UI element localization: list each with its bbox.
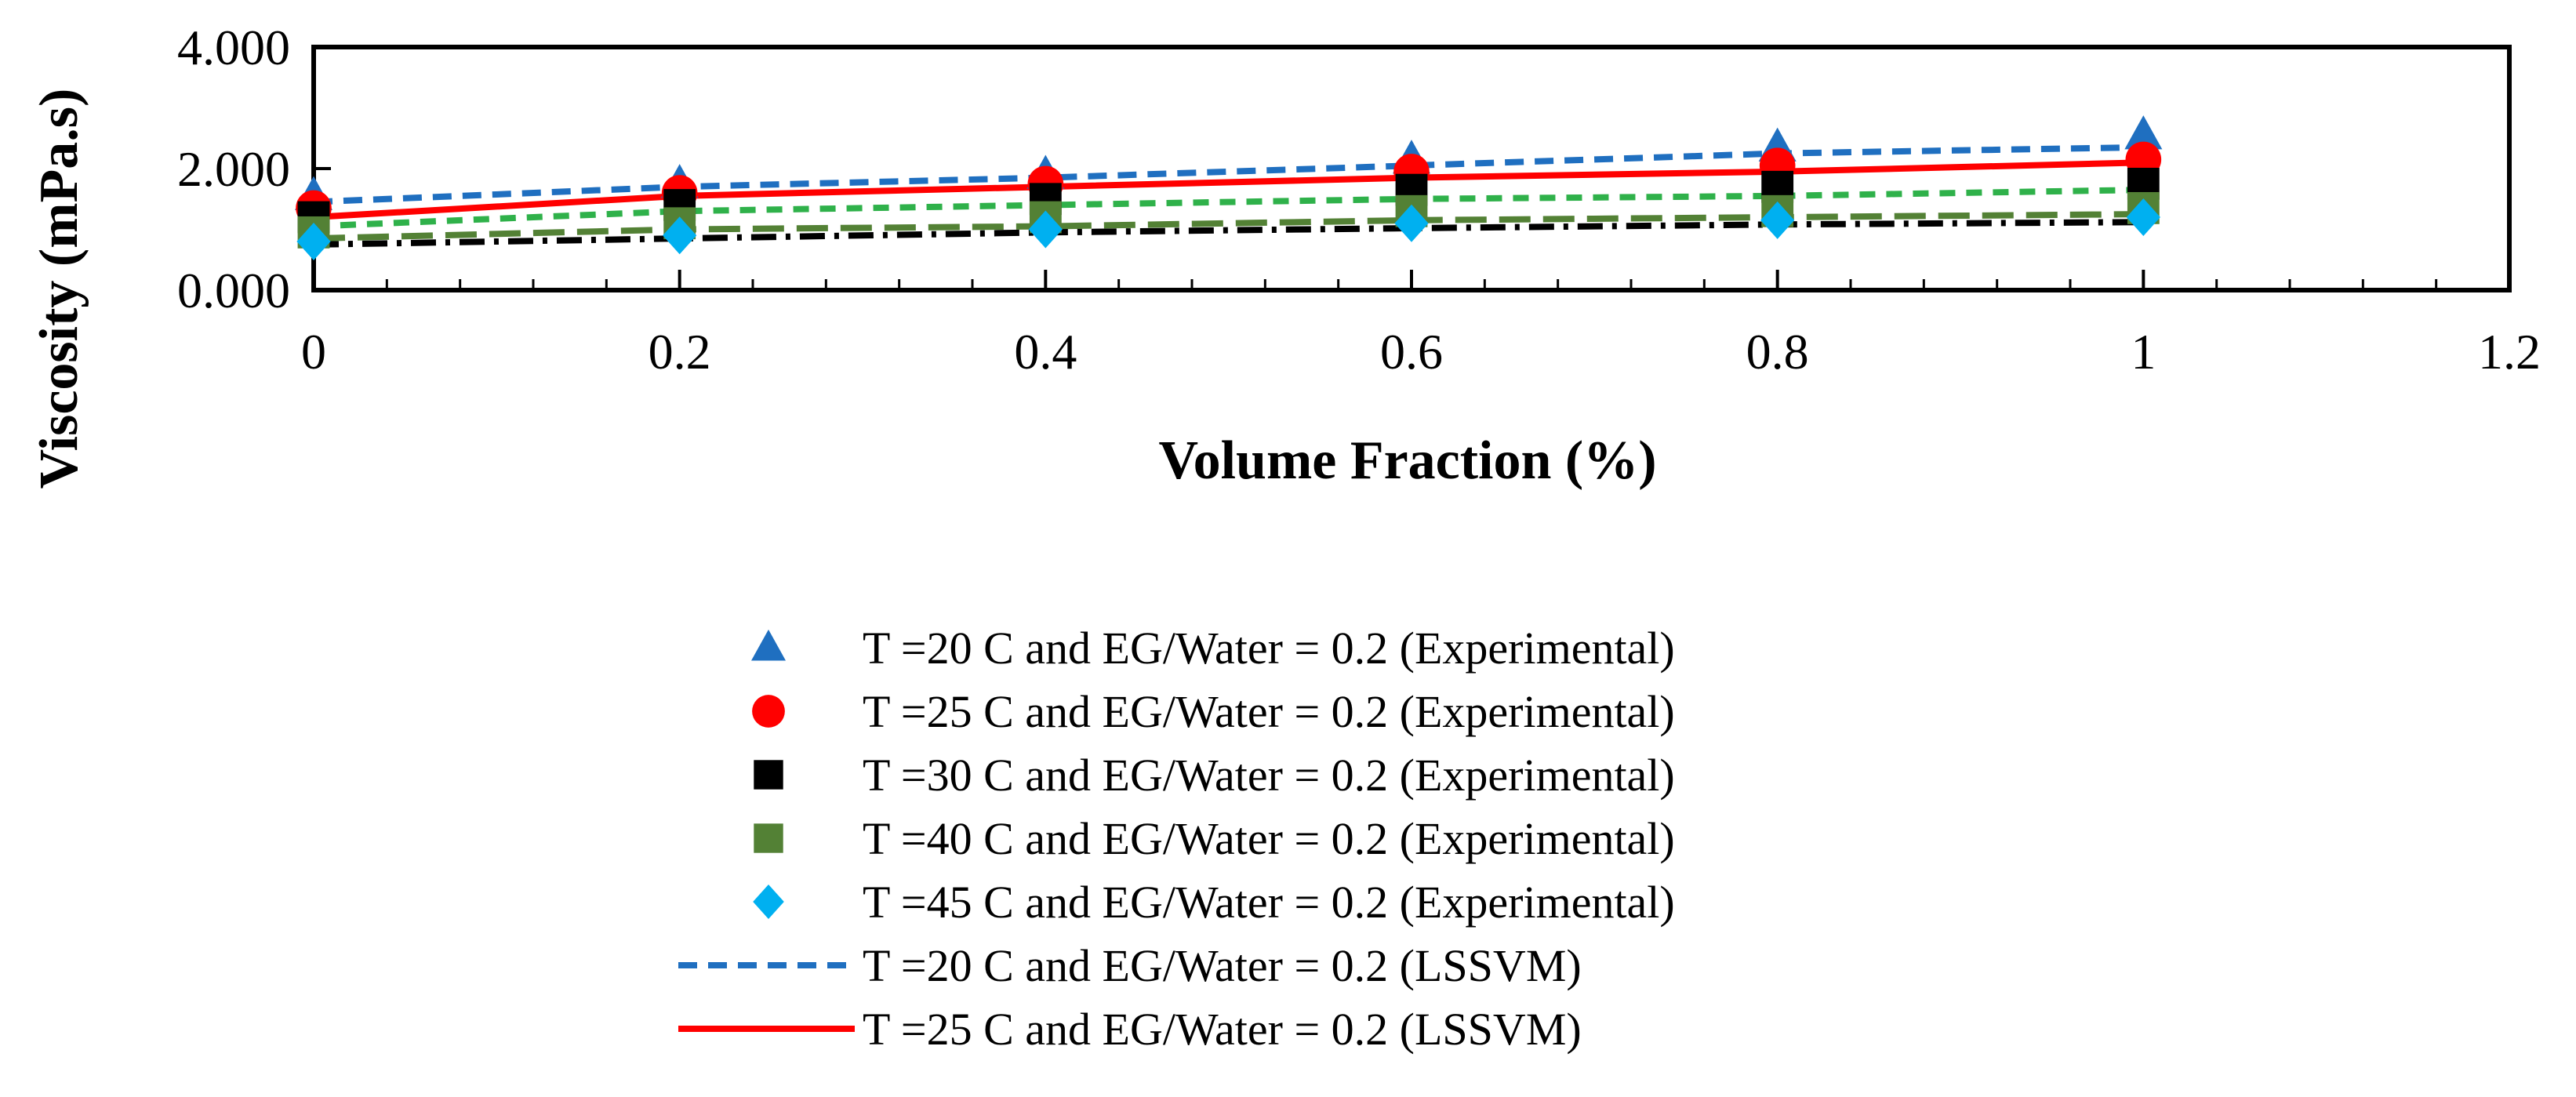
legend-marker-circle [752,695,785,728]
legend-label: T =20 C and EG/Water = 0.2 (LSSVM) [863,940,1582,991]
series-line [313,187,2144,230]
legend-label: T =40 C and EG/Water = 0.2 (Experimental… [863,813,1675,864]
data-point-diamond [663,216,697,255]
x-tick-label: 0 [301,324,326,380]
legend-label: T =25 C and EG/Water = 0.2 (Experimental… [863,686,1675,737]
legend-label: T =30 C and EG/Water = 0.2 (Experimental… [863,750,1675,801]
series-layer [295,115,2163,260]
legend-label: T =45 C and EG/Water = 0.2 (Experimental… [863,877,1675,928]
legend-marker-triangle [751,629,786,661]
x-tick-label: 1 [2131,324,2156,380]
x-axis-title: Volume Fraction (%) [1158,430,1656,491]
x-tick-label: 0.6 [1380,324,1443,380]
data-point-diamond [1028,210,1063,249]
x-tick-label: 0.2 [649,324,711,380]
x-tick-label: 1.2 [2478,324,2541,380]
series-line [313,219,2144,248]
data-point-diamond [296,223,331,260]
x-tick-label: 0.4 [1014,324,1077,380]
y-tick-label: 4.000 [177,20,290,75]
y-tick-label: 0.000 [177,263,290,318]
data-point-triangle [2124,115,2163,150]
data-point-diamond [1760,201,1795,239]
legend: T =20 C and EG/Water = 0.2 (Experimental… [678,623,1675,1055]
axis-layer: 0 0.2 0.4 0.6 0.8 1 1.2 0.000 2.000 4.000 [177,20,2541,380]
y-tick-label: 2.000 [177,141,290,197]
legend-marker-square [754,823,783,853]
x-tick-label: 0.8 [1746,324,1809,380]
legend-marker-diamond [753,885,784,919]
legend-label: T =25 C and EG/Water = 0.2 (LSSVM) [863,1004,1582,1055]
legend-marker-square [754,760,783,790]
y-axis-title: Viscosity (mPa.s) [29,89,89,489]
series-line [313,143,2144,205]
legend-label: T =20 C and EG/Water = 0.2 (Experimental… [863,623,1675,674]
data-point-diamond [2126,198,2160,236]
series-line [313,159,2144,220]
data-point-diamond [1394,204,1429,242]
